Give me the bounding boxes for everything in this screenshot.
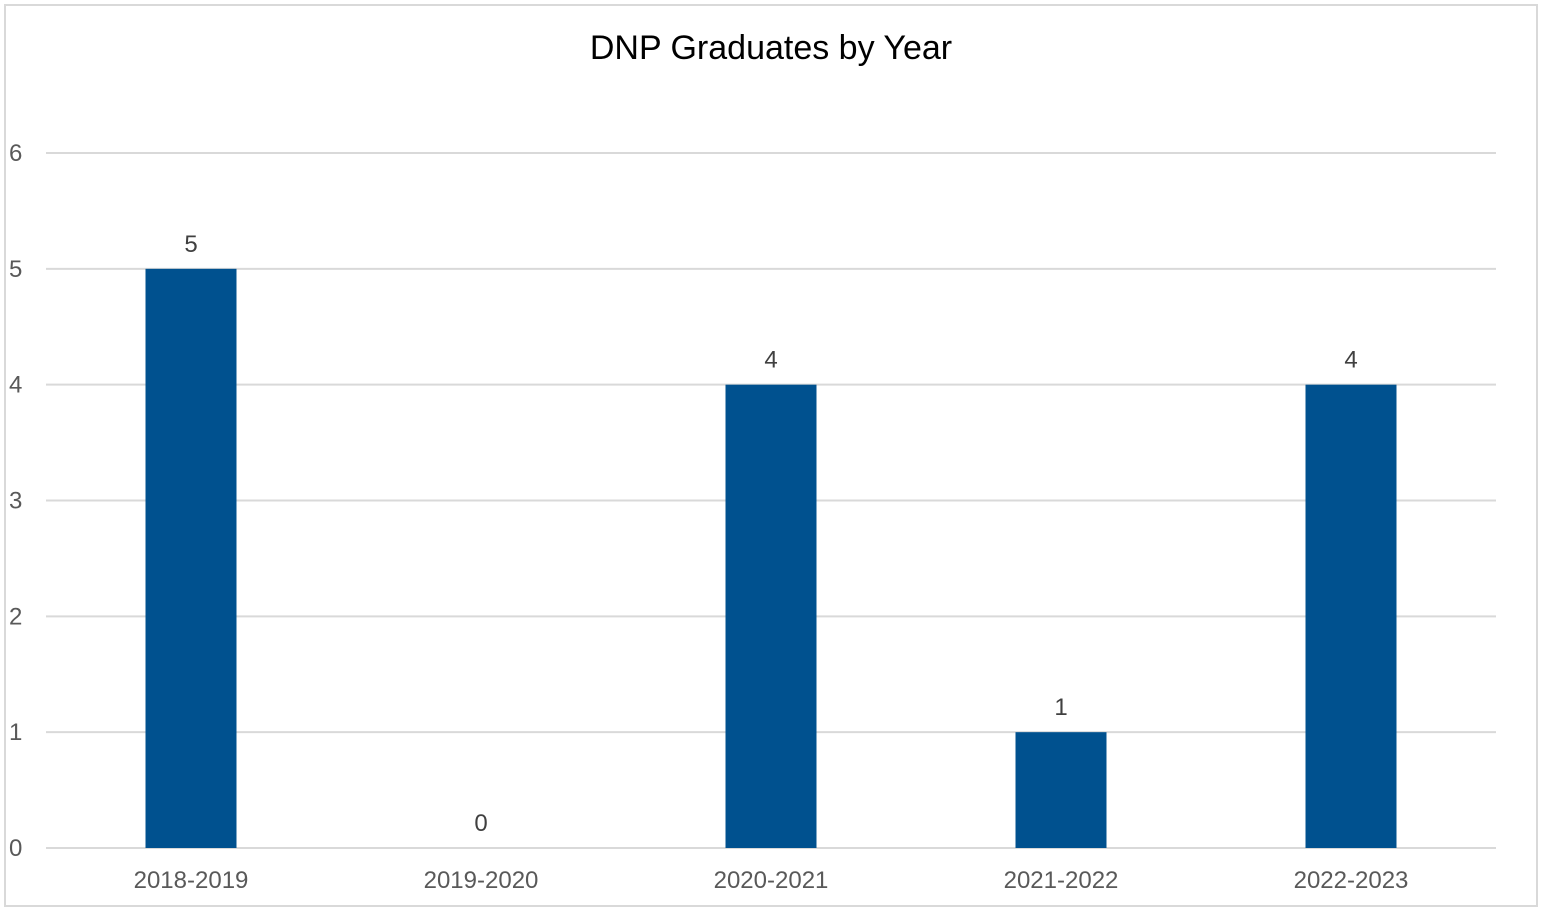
x-tick-label: 2018-2019 (134, 867, 249, 894)
bar-value-label: 5 (184, 231, 197, 258)
x-tick-label: 2020-2021 (714, 867, 829, 894)
y-tick-label: 5 (9, 256, 22, 283)
bar (725, 384, 817, 848)
x-tick-label: 2019-2020 (424, 867, 539, 894)
x-axis-ticks: 2018-2019 2019-2020 2020-2021 2021-2022 2022… (134, 867, 1409, 894)
bar-value-label: 1 (1054, 694, 1067, 721)
bar-value-label: 4 (764, 347, 777, 374)
y-tick-label: 3 (9, 488, 22, 515)
bars (145, 268, 1397, 848)
bar-value-label: 4 (1344, 347, 1357, 374)
bar (1015, 732, 1107, 848)
y-tick-label: 1 (9, 719, 22, 746)
chart-title: DNP Graduates by Year (590, 29, 952, 67)
x-tick-label: 2021-2022 (1004, 867, 1119, 894)
bar (145, 268, 237, 848)
y-axis-ticks: 0 1 2 3 4 5 6 (9, 140, 22, 862)
x-tick-label: 2022-2023 (1294, 867, 1409, 894)
y-tick-label: 2 (9, 603, 22, 630)
bar-value-label: 0 (474, 810, 487, 837)
y-tick-label: 0 (9, 835, 22, 862)
bar (1305, 384, 1397, 848)
y-tick-label: 4 (9, 372, 22, 399)
y-tick-label: 6 (9, 140, 22, 167)
data-labels: 5 0 4 1 4 (184, 231, 1357, 837)
